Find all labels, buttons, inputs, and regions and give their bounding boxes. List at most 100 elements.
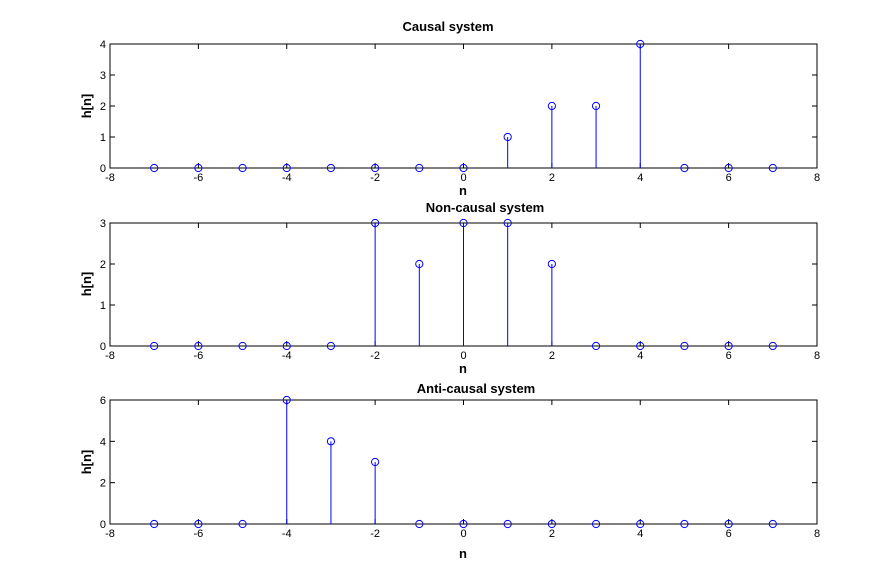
x-tick-label: 0	[460, 350, 466, 362]
stem-marker	[724, 341, 733, 351]
stem-marker	[415, 163, 424, 173]
x-tick-label: -6	[193, 528, 203, 540]
x-tick-label: 6	[726, 350, 732, 362]
x-tick-label: 8	[814, 172, 820, 184]
stem-marker	[724, 519, 733, 529]
stem-marker	[326, 437, 336, 446]
stem-marker	[680, 163, 689, 173]
stem-marker	[547, 259, 556, 269]
stem-marker	[503, 132, 512, 142]
subplot-anti-causal: Anti-causal system h[n] n -8 -6 -4 -2 0 2 4 6 8 0…	[79, 381, 820, 561]
y-tick-label: 0	[100, 341, 106, 353]
x-tick-label: 6	[726, 528, 732, 540]
subplot-title: Causal system	[402, 19, 493, 34]
x-tick-label: -2	[370, 350, 380, 362]
stem-marker	[371, 457, 380, 467]
x-tick-label: -4	[282, 528, 292, 540]
stem-marker	[680, 519, 689, 529]
stem-marker	[724, 163, 733, 173]
axes-frame	[109, 43, 818, 169]
x-tick-label: 4	[637, 172, 643, 184]
x-tick-label: 8	[814, 350, 820, 362]
x-tick-label: 4	[637, 528, 643, 540]
y-tick-label: 3	[100, 218, 106, 230]
stem-marker	[503, 519, 512, 529]
x-tick-label: 6	[726, 172, 732, 184]
x-tick-label: 2	[549, 528, 555, 540]
y-tick-label: 3	[100, 70, 106, 82]
x-tick-label: 0	[460, 528, 466, 540]
stem-marker	[194, 341, 203, 351]
stem-marker	[415, 259, 424, 269]
x-tick-label: 0	[460, 172, 466, 184]
stem-marker	[282, 395, 291, 405]
stem-marker	[459, 163, 468, 173]
y-axis-label: h[n]	[79, 272, 94, 297]
y-tick-label: 0	[100, 163, 106, 175]
y-tick-label: 0	[100, 519, 106, 531]
stem-marker	[238, 519, 247, 529]
stem-marker	[768, 519, 777, 529]
stem-marker	[150, 163, 159, 173]
stem-marker	[503, 218, 512, 228]
y-tick-label: 4	[100, 39, 106, 51]
stem-marker	[194, 519, 203, 529]
y-tick-label: 1	[100, 132, 106, 144]
x-tick-label: -6	[193, 350, 203, 362]
x-tick-label: -8	[105, 172, 115, 184]
tick-group: -8 -6 -4 -2 0 2 4 6 8 0 2 4 6	[100, 395, 820, 540]
x-tick-label: 4	[637, 350, 643, 362]
y-axis-label: h[n]	[79, 450, 94, 475]
stem-marker	[371, 218, 380, 228]
x-axis-label: n	[459, 183, 467, 198]
stem-marker	[636, 341, 645, 351]
stem-group	[150, 39, 777, 173]
tick-group: -8 -6 -4 -2 0 2 4 6 8 0 1 2 3	[100, 218, 820, 362]
y-tick-label: 1	[100, 300, 106, 312]
stem-marker	[326, 163, 336, 173]
stem-marker	[238, 341, 247, 351]
stem-marker	[194, 163, 203, 173]
y-axis-label: h[n]	[79, 94, 94, 119]
x-tick-label: 2	[549, 350, 555, 362]
stem-group	[150, 218, 777, 351]
y-tick-label: 2	[100, 259, 106, 271]
stem-group	[150, 395, 777, 529]
y-tick-label: 4	[100, 436, 106, 448]
stem-marker	[768, 341, 777, 351]
y-tick-label: 2	[100, 101, 106, 113]
x-tick-label: -8	[105, 350, 115, 362]
stem-marker	[591, 519, 601, 529]
x-tick-label: -4	[282, 172, 292, 184]
x-axis-label: n	[459, 361, 467, 376]
x-tick-label: 8	[814, 528, 820, 540]
stem-marker	[636, 519, 645, 529]
x-tick-label: 2	[549, 172, 555, 184]
x-tick-label: -8	[105, 528, 115, 540]
stem-marker	[459, 519, 468, 529]
subplot-title: Non-causal system	[426, 200, 545, 215]
stem-marker	[768, 163, 777, 173]
stem-marker	[150, 519, 159, 529]
stem-marker	[282, 163, 291, 173]
stem-marker	[547, 101, 556, 111]
stem-marker	[326, 341, 336, 351]
stem-marker	[547, 519, 556, 529]
stem-marker	[680, 341, 689, 351]
subplot-title: Anti-causal system	[417, 381, 536, 396]
stem-marker	[238, 163, 247, 173]
subplot-non-causal: Non-causal system h[n] n -8 -6 -4 -2 0 2 4 6 8 0 1…	[79, 200, 820, 376]
stem-marker	[591, 101, 601, 111]
x-tick-label: -4	[282, 350, 292, 362]
stem-marker	[591, 341, 601, 351]
stem-marker	[282, 341, 291, 351]
y-tick-label: 2	[100, 478, 106, 490]
x-tick-label: -2	[370, 528, 380, 540]
axes-frame	[109, 399, 818, 525]
subplot-causal: Causal system h[n] n -8 -6 -4 -2 0 2 4 6 8 0 1 2 3 4	[79, 19, 820, 198]
stem-marker	[371, 163, 380, 173]
stem-marker	[150, 341, 159, 351]
x-axis-label: n	[459, 546, 467, 561]
stem-marker	[415, 519, 424, 529]
